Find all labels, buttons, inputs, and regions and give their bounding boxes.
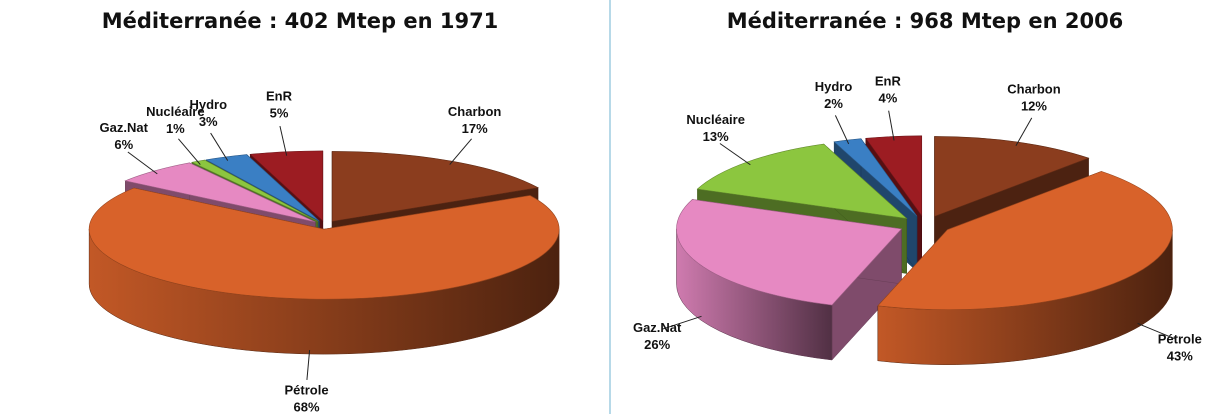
leader-line bbox=[306, 349, 311, 381]
slice-value-label: 17% bbox=[462, 121, 488, 136]
slice-category: Nucléaire bbox=[146, 104, 205, 119]
slice-value-label: 3% bbox=[199, 114, 218, 129]
leader-line bbox=[449, 138, 472, 165]
slice-value-label: 43% bbox=[1167, 348, 1193, 363]
leader-line bbox=[662, 315, 702, 330]
slice bbox=[205, 154, 320, 222]
leader-line bbox=[210, 132, 229, 161]
slice-category: Nucléaire bbox=[686, 112, 745, 127]
slice bbox=[124, 162, 316, 223]
leader-line bbox=[834, 115, 850, 145]
slice-category: Hydro bbox=[815, 79, 853, 94]
slice bbox=[676, 199, 903, 306]
slice-value-label: 68% bbox=[294, 399, 320, 414]
pie: Charbon 12% Pétrole 43% Gaz.Nat 26% Nucléaire 1… bbox=[633, 73, 1202, 365]
slice-category: Gaz.Nat bbox=[100, 120, 149, 135]
slice bbox=[934, 136, 1090, 217]
chart-title: Méditerranée : 968 Mtep en 2006 bbox=[727, 9, 1124, 33]
leader-line bbox=[888, 110, 895, 141]
leader-line bbox=[1015, 117, 1033, 146]
slice-category: Gaz.Nat bbox=[633, 320, 682, 335]
slice-value-label: 5% bbox=[270, 106, 289, 121]
leader-line bbox=[1137, 322, 1175, 340]
slice-category: Hydro bbox=[189, 97, 227, 112]
slice bbox=[877, 171, 1173, 310]
pie: Charbon 17% Pétrole 68% Gaz.Nat 6% Nucléaire 1%… bbox=[88, 89, 560, 414]
slice-value-label: 13% bbox=[703, 129, 729, 144]
leader-line bbox=[279, 125, 288, 156]
slice-value-label: 12% bbox=[1021, 99, 1047, 114]
slice-category: Pétrole bbox=[285, 382, 329, 397]
leader-line bbox=[127, 151, 158, 175]
slice-category: Pétrole bbox=[1158, 331, 1202, 346]
leader-line bbox=[178, 138, 201, 165]
slice-value-label: 4% bbox=[879, 90, 898, 105]
slice-value-label: 1% bbox=[166, 121, 185, 136]
chart-title: Méditerranée : 402 Mtep en 1971 bbox=[102, 9, 499, 33]
slice-category: Charbon bbox=[1007, 82, 1061, 97]
slice-category: EnR bbox=[875, 73, 902, 88]
slice-value-label: 6% bbox=[114, 137, 133, 152]
slice-category: EnR bbox=[266, 89, 293, 104]
leader-line bbox=[719, 143, 751, 166]
slice bbox=[696, 143, 908, 219]
slice-value-label: 26% bbox=[644, 337, 670, 352]
slice bbox=[331, 151, 539, 222]
slice-value-label: 2% bbox=[824, 96, 843, 111]
slice bbox=[88, 187, 560, 300]
slice-category: Charbon bbox=[448, 104, 502, 119]
slice bbox=[190, 159, 319, 222]
